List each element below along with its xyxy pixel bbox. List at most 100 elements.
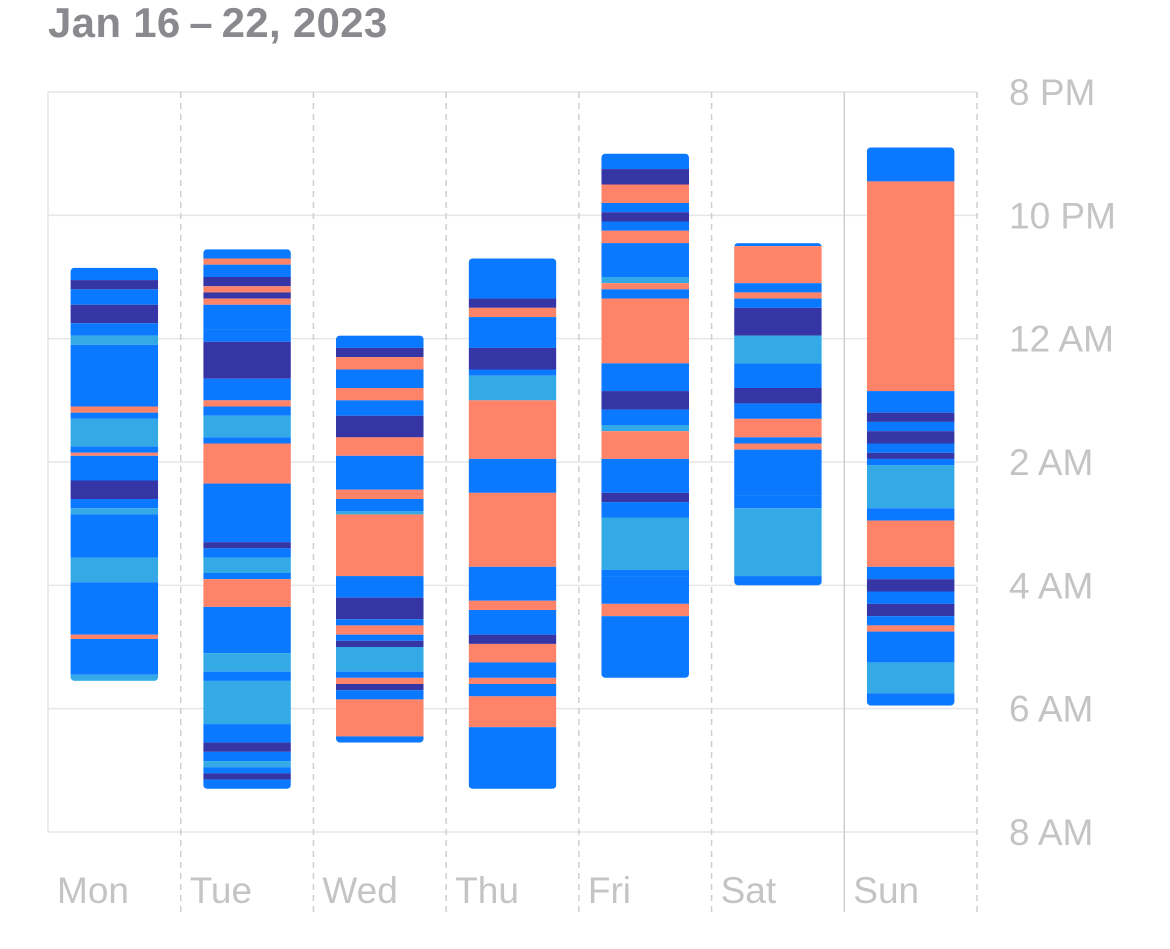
sleep-segment-awake — [335, 357, 424, 370]
sleep-segment-deep — [601, 391, 690, 410]
sleep-segment-core — [203, 437, 291, 444]
y-tick-label: 8 AM — [1009, 812, 1093, 853]
sleep-segment-core — [601, 458, 690, 493]
sleep-segment-awake — [601, 283, 690, 290]
x-tick-label: Fri — [588, 870, 631, 911]
y-tick-label: 6 AM — [1009, 689, 1093, 730]
sleep-segment-core — [203, 724, 291, 743]
sleep-segment-core — [335, 576, 424, 598]
sleep-segment-deep — [70, 480, 159, 499]
sleep-segment-core — [203, 304, 291, 330]
sleep-segment-core — [468, 727, 557, 740]
sleep-segment-deep — [203, 277, 291, 287]
sleep-segment-core — [866, 566, 955, 580]
sleep-segment-awake — [468, 677, 557, 684]
sleep-segment-core — [203, 483, 291, 543]
sleep-segment-core — [468, 739, 557, 789]
sleep-segment-deep — [203, 292, 291, 299]
sleep-segment-awake — [468, 400, 557, 459]
sleep-segment-core — [601, 616, 690, 647]
y-tick-label: 10 PM — [1009, 195, 1116, 236]
sleep-segment-deep — [601, 169, 690, 185]
sleep-segment-core — [601, 289, 690, 299]
sleep-segment-rem — [70, 508, 159, 515]
sleep-segment-rem — [468, 375, 557, 401]
y-axis-labels: 8 PM 10 PM 12 AM 2 AM 4 AM 6 AM 8 AM — [1009, 72, 1116, 853]
x-tick-label: Thu — [455, 870, 519, 911]
sleep-segment-awake — [734, 443, 822, 450]
x-axis-labels: Mon Tue Wed Thu Fri Sat Sun — [57, 870, 919, 911]
sleep-segment-core — [601, 243, 690, 277]
sleep-segment-deep — [203, 542, 291, 549]
sleep-segment-core — [335, 455, 424, 490]
sleep-segment-deep — [866, 452, 955, 459]
sleep-segment-awake — [866, 625, 955, 632]
sleep-segment-awake — [203, 443, 291, 484]
sleep-segment-core — [203, 406, 291, 416]
sleep-segment-awake — [203, 400, 291, 407]
sleep-segment-core — [203, 779, 291, 789]
sleep-segment-core — [203, 751, 291, 762]
sleep-segment-awake — [335, 514, 424, 577]
sleep-segment-core — [70, 412, 159, 419]
sleep-segment-deep — [335, 684, 424, 691]
sleep-segment-core — [601, 221, 690, 231]
sleep-segment-awake — [335, 489, 424, 499]
sleep-segment-awake — [601, 230, 690, 244]
sleep-bars — [70, 147, 955, 789]
y-tick-label: 8 PM — [1009, 72, 1095, 113]
sleep-segment-core — [734, 403, 822, 419]
sleep-segment-core — [601, 576, 690, 604]
y-tick-label: 2 AM — [1009, 442, 1093, 483]
sleep-segment-awake — [203, 579, 291, 607]
sleep-segment-deep — [203, 773, 291, 780]
sleep-segment-rem — [734, 335, 822, 364]
sleep-segment-rem — [70, 335, 159, 345]
sleep-segment-awake — [601, 184, 690, 203]
day-bar-fri — [601, 153, 690, 678]
sleep-segment-awake — [468, 307, 557, 318]
sleep-segment-awake — [468, 492, 557, 567]
sleep-segment-core — [734, 495, 822, 509]
sleep-segment-core — [468, 369, 557, 376]
sleep-segment-core — [468, 684, 557, 697]
sleep-segment-core — [601, 409, 690, 425]
day-bar-wed — [335, 335, 424, 743]
sleep-segment-awake — [468, 643, 557, 663]
sleep-segment-core — [734, 243, 822, 247]
sleep-segment-awake — [734, 246, 822, 284]
sleep-segment-core — [203, 378, 291, 401]
sleep-segment-rem — [203, 761, 291, 768]
y-tick-label: 4 AM — [1009, 565, 1093, 606]
sleep-segment-rem — [203, 653, 291, 672]
sleep-segment-core — [203, 606, 291, 654]
sleep-segment-deep — [468, 298, 557, 308]
sleep-segment-awake — [468, 696, 557, 728]
sleep-segment-deep — [734, 388, 822, 404]
sleep-segment-rem — [601, 425, 690, 432]
sleep-segment-rem — [601, 517, 690, 570]
sleep-segment-core — [335, 671, 424, 678]
x-tick-label: Wed — [322, 870, 397, 911]
sleep-segment-core — [468, 258, 557, 299]
sleep-segment-rem — [203, 680, 291, 725]
day-bar-mon — [70, 267, 159, 681]
sleep-segment-core — [70, 455, 159, 481]
sleep-segment-core — [203, 548, 291, 558]
sleep-segment-core — [70, 446, 159, 453]
sleep-segment-rem — [335, 511, 424, 515]
sleep-segment-core — [203, 264, 291, 277]
sleep-segment-awake — [335, 625, 424, 635]
x-tick-label: Sat — [721, 870, 777, 911]
sleep-segment-core — [203, 249, 291, 259]
sleep-segment-core — [601, 502, 690, 518]
day-bar-sun — [866, 147, 955, 706]
sleep-segment-core — [70, 499, 159, 509]
sleep-segment-awake — [203, 286, 291, 293]
sleep-segment-core — [335, 619, 424, 626]
sleep-segment-deep — [866, 431, 955, 444]
sleep-segment-core — [335, 400, 424, 416]
sleep-segment-core — [70, 514, 159, 558]
sleep-segment-deep — [70, 304, 159, 324]
